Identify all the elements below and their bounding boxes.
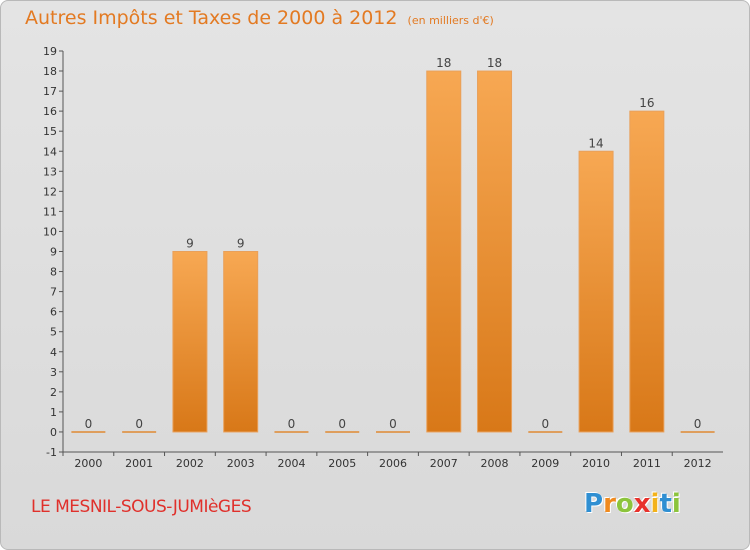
chart-value-labels: 0 0 9 9 0 0 0 18 18 0 14 16 0	[85, 56, 702, 431]
commune-name: LE MESNIL-SOUS-JUMIèGES	[31, 497, 252, 517]
y-tick-label: 12	[43, 185, 57, 198]
chart-bars	[71, 70, 715, 433]
chart-title: Autres Impôts et Taxes de 2000 à 2012 (e…	[25, 7, 494, 29]
logo-letter: i	[650, 489, 660, 519]
chart-title-text: Autres Impôts et Taxes de 2000 à 2012	[25, 7, 398, 29]
bar-value-label: 0	[541, 417, 549, 431]
logo-letter: r	[603, 489, 616, 519]
y-tick-label: 2	[50, 386, 57, 399]
y-tick-label: 15	[43, 125, 57, 138]
bar	[578, 150, 614, 433]
bar	[223, 251, 259, 433]
x-tick-label: 2009	[531, 457, 559, 470]
y-tick-label: 10	[43, 225, 57, 238]
logo-letter: i	[671, 489, 681, 519]
y-tick-label: 7	[50, 286, 57, 299]
y-tick-label: 3	[50, 366, 57, 379]
bar-value-label: 9	[186, 237, 194, 251]
bar-value-label: 0	[288, 417, 296, 431]
x-tick-label: 2011	[633, 457, 661, 470]
y-tick-label: 0	[50, 426, 57, 439]
bar-value-label: 18	[436, 56, 451, 70]
y-tick-label: 8	[50, 266, 57, 279]
x-tick-label: 2010	[582, 457, 610, 470]
logo-letter: o	[615, 489, 634, 519]
bar-value-label: 0	[85, 417, 93, 431]
x-tick-label: 2000	[74, 457, 102, 470]
x-tick-label: 2012	[684, 457, 712, 470]
y-tick-label: 5	[50, 326, 57, 339]
bar-value-label: 0	[135, 417, 143, 431]
y-tick-label: 6	[50, 306, 57, 319]
y-tick-label: 19	[43, 45, 57, 58]
y-tick-label: 4	[50, 346, 57, 359]
bar-value-label: 0	[389, 417, 397, 431]
x-tick-label: 2005	[328, 457, 356, 470]
bar-value-label: 0	[338, 417, 346, 431]
y-tick-label: 17	[43, 85, 57, 98]
y-tick-label: 11	[43, 205, 57, 218]
x-tick-label: 2002	[176, 457, 204, 470]
x-tick-label: 2008	[481, 457, 509, 470]
logo-letter: P	[584, 489, 604, 519]
y-tick-label: 1	[50, 406, 57, 419]
proxiti-logo[interactable]: Proxiti	[584, 489, 681, 519]
bar	[172, 251, 208, 433]
bar-value-label: 14	[588, 136, 603, 150]
y-tick-label: -1	[46, 446, 57, 459]
y-tick-label: 13	[43, 165, 57, 178]
logo-letter: t	[659, 489, 672, 519]
y-tick-label: 9	[50, 246, 57, 259]
y-tick-label: 14	[43, 145, 57, 158]
y-tick-label: 18	[43, 65, 57, 78]
bar-value-label: 0	[694, 417, 702, 431]
bar-value-label: 16	[639, 96, 654, 110]
x-tick-label: 2001	[125, 457, 153, 470]
x-tick-label: 2007	[430, 457, 458, 470]
bar	[477, 70, 513, 433]
x-tick-label: 2006	[379, 457, 407, 470]
x-tick-label: 2003	[227, 457, 255, 470]
bar	[629, 110, 665, 433]
chart-unit-label: (en milliers d'€)	[407, 14, 494, 27]
bar	[426, 70, 462, 433]
logo-letter: x	[633, 489, 651, 519]
bar-value-label: 9	[237, 237, 245, 251]
x-tick-label: 2004	[277, 457, 305, 470]
bar-value-label: 18	[487, 56, 502, 70]
y-tick-label: 16	[43, 105, 57, 118]
